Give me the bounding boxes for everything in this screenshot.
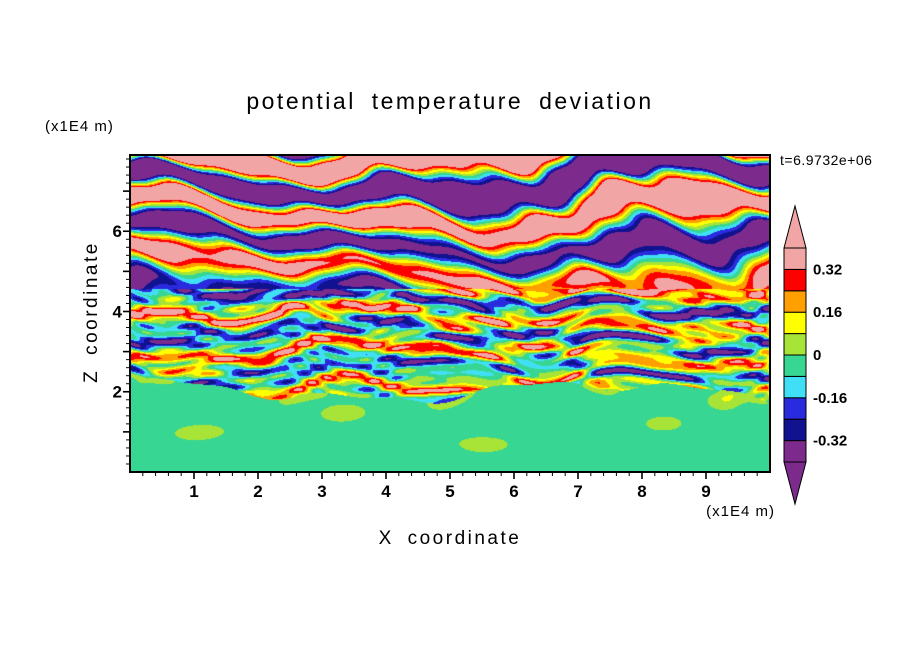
z-tick-label: 4 xyxy=(113,302,123,321)
colorbar-band xyxy=(783,375,807,399)
x-tick-label: 1 xyxy=(189,482,198,501)
z-tick-label: 2 xyxy=(113,383,122,402)
z-axis-units-label: (x1E4 m) xyxy=(45,118,114,135)
x-tick-label: 2 xyxy=(253,482,262,501)
x-axis-title: X coordinate xyxy=(378,528,522,549)
colorbar-tick-label: -0.16 xyxy=(813,390,847,407)
colorbar-tick-label: 0.32 xyxy=(813,261,842,278)
y-axis-title: Z coordinate xyxy=(81,241,102,383)
x-tick-label: 5 xyxy=(445,482,454,501)
colorbar-tick-label: 0 xyxy=(813,347,821,364)
colorbar-band xyxy=(783,268,807,292)
colorbar-band xyxy=(783,418,807,442)
colorbar-band xyxy=(783,397,807,420)
x-tick-label: 6 xyxy=(509,482,518,501)
colorbar-arrow-up xyxy=(783,204,807,249)
contour-field xyxy=(130,155,770,472)
x-tick-label: 3 xyxy=(317,482,326,501)
colorbar-tick-label: 0.16 xyxy=(813,304,842,321)
z-tick-label: 6 xyxy=(113,222,122,241)
colorbar-band xyxy=(783,440,807,463)
x-tick-label: 9 xyxy=(701,482,710,501)
colorbar-band xyxy=(783,290,807,313)
x-axis-units-label: (x1E4 m) xyxy=(706,503,775,520)
colorbar-band xyxy=(783,247,807,270)
chart-title: potential temperature deviation xyxy=(246,88,654,114)
x-tick-label: 4 xyxy=(381,482,391,501)
colorbar-tick-label: -0.32 xyxy=(813,433,847,450)
colorbar-band xyxy=(783,311,807,335)
colorbar-band xyxy=(783,354,807,377)
x-tick-label: 7 xyxy=(573,482,582,501)
x-tick-label: 8 xyxy=(637,482,646,501)
colorbar-arrow-down xyxy=(783,461,807,506)
colorbar-band xyxy=(783,333,807,356)
timestamp-label: t=6.9732e+06 xyxy=(780,152,873,168)
